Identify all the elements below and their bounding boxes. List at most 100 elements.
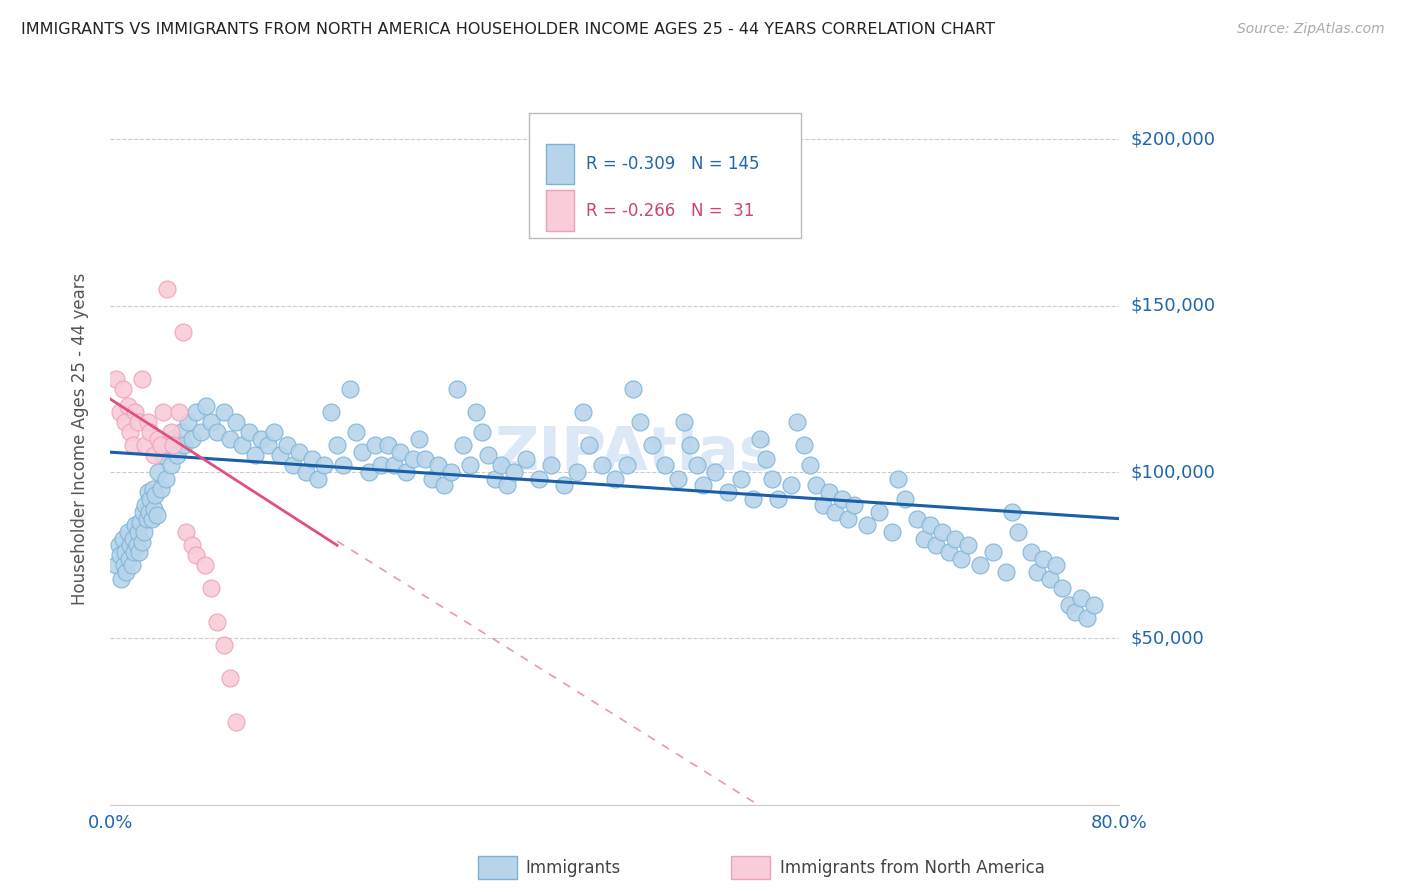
Point	[793, 438, 815, 452]
Point	[685, 458, 707, 473]
Point	[742, 491, 765, 506]
Point	[200, 582, 222, 596]
Point	[623, 382, 645, 396]
Point	[114, 415, 136, 429]
Point	[149, 438, 172, 452]
Point	[301, 451, 323, 466]
FancyBboxPatch shape	[529, 113, 801, 237]
Point	[121, 532, 143, 546]
Point	[458, 458, 481, 473]
Point	[344, 425, 367, 440]
Point	[496, 478, 519, 492]
Point	[219, 432, 242, 446]
Point	[768, 491, 790, 506]
Point	[105, 558, 128, 573]
Point	[880, 524, 903, 539]
Point	[439, 465, 461, 479]
Point	[1083, 598, 1105, 612]
Point	[212, 638, 235, 652]
Point	[166, 449, 188, 463]
Text: Immigrants: Immigrants	[526, 859, 621, 877]
Point	[484, 472, 506, 486]
Point	[131, 372, 153, 386]
Point	[194, 558, 217, 573]
Point	[1045, 558, 1067, 573]
Text: Source: ZipAtlas.com: Source: ZipAtlas.com	[1237, 22, 1385, 37]
Point	[219, 671, 242, 685]
Point	[628, 415, 651, 429]
Point	[364, 438, 387, 452]
Point	[540, 458, 562, 473]
Point	[121, 438, 143, 452]
Point	[114, 545, 136, 559]
Y-axis label: Householder Income Ages 25 - 44 years: Householder Income Ages 25 - 44 years	[72, 273, 89, 605]
Text: $50,000: $50,000	[1130, 630, 1204, 648]
Point	[110, 572, 132, 586]
Point	[730, 472, 752, 486]
Point	[389, 445, 412, 459]
Point	[136, 485, 159, 500]
Point	[1019, 545, 1042, 559]
Point	[1032, 551, 1054, 566]
Point	[152, 405, 174, 419]
Point	[918, 518, 941, 533]
Point	[565, 465, 588, 479]
Point	[135, 511, 157, 525]
Point	[704, 465, 727, 479]
Point	[799, 458, 821, 473]
FancyBboxPatch shape	[546, 190, 574, 231]
Point	[956, 538, 979, 552]
Point	[207, 425, 229, 440]
Point	[243, 449, 266, 463]
Point	[981, 545, 1004, 559]
Point	[578, 438, 600, 452]
Point	[156, 282, 179, 296]
Point	[131, 535, 153, 549]
Point	[420, 472, 443, 486]
Point	[162, 432, 184, 446]
Point	[184, 548, 207, 562]
Point	[806, 478, 828, 492]
Point	[357, 465, 380, 479]
Point	[134, 524, 156, 539]
Point	[1070, 591, 1092, 606]
Point	[225, 415, 247, 429]
Point	[250, 432, 273, 446]
Point	[190, 425, 212, 440]
Point	[169, 405, 191, 419]
Point	[502, 465, 524, 479]
Point	[477, 449, 499, 463]
Point	[868, 505, 890, 519]
Point	[269, 449, 291, 463]
Point	[717, 485, 740, 500]
Text: ZIPAtlas: ZIPAtlas	[494, 424, 775, 483]
Point	[446, 382, 468, 396]
Point	[281, 458, 304, 473]
Point	[925, 538, 948, 552]
Point	[314, 458, 336, 473]
Point	[672, 415, 695, 429]
Point	[591, 458, 613, 473]
Point	[326, 438, 349, 452]
Point	[112, 558, 135, 573]
Point	[145, 488, 167, 502]
Point	[181, 538, 204, 552]
Text: Immigrants from North America: Immigrants from North America	[780, 859, 1045, 877]
Point	[912, 532, 935, 546]
Point	[572, 405, 595, 419]
Point	[339, 382, 361, 396]
Point	[755, 451, 778, 466]
Point	[194, 399, 217, 413]
Point	[134, 499, 156, 513]
Point	[818, 485, 841, 500]
Point	[471, 425, 494, 440]
Point	[307, 472, 329, 486]
Point	[938, 545, 960, 559]
Point	[172, 326, 194, 340]
Point	[128, 545, 150, 559]
Point	[159, 458, 181, 473]
Point	[108, 405, 131, 419]
Point	[855, 518, 877, 533]
Point	[276, 438, 298, 452]
Point	[692, 478, 714, 492]
